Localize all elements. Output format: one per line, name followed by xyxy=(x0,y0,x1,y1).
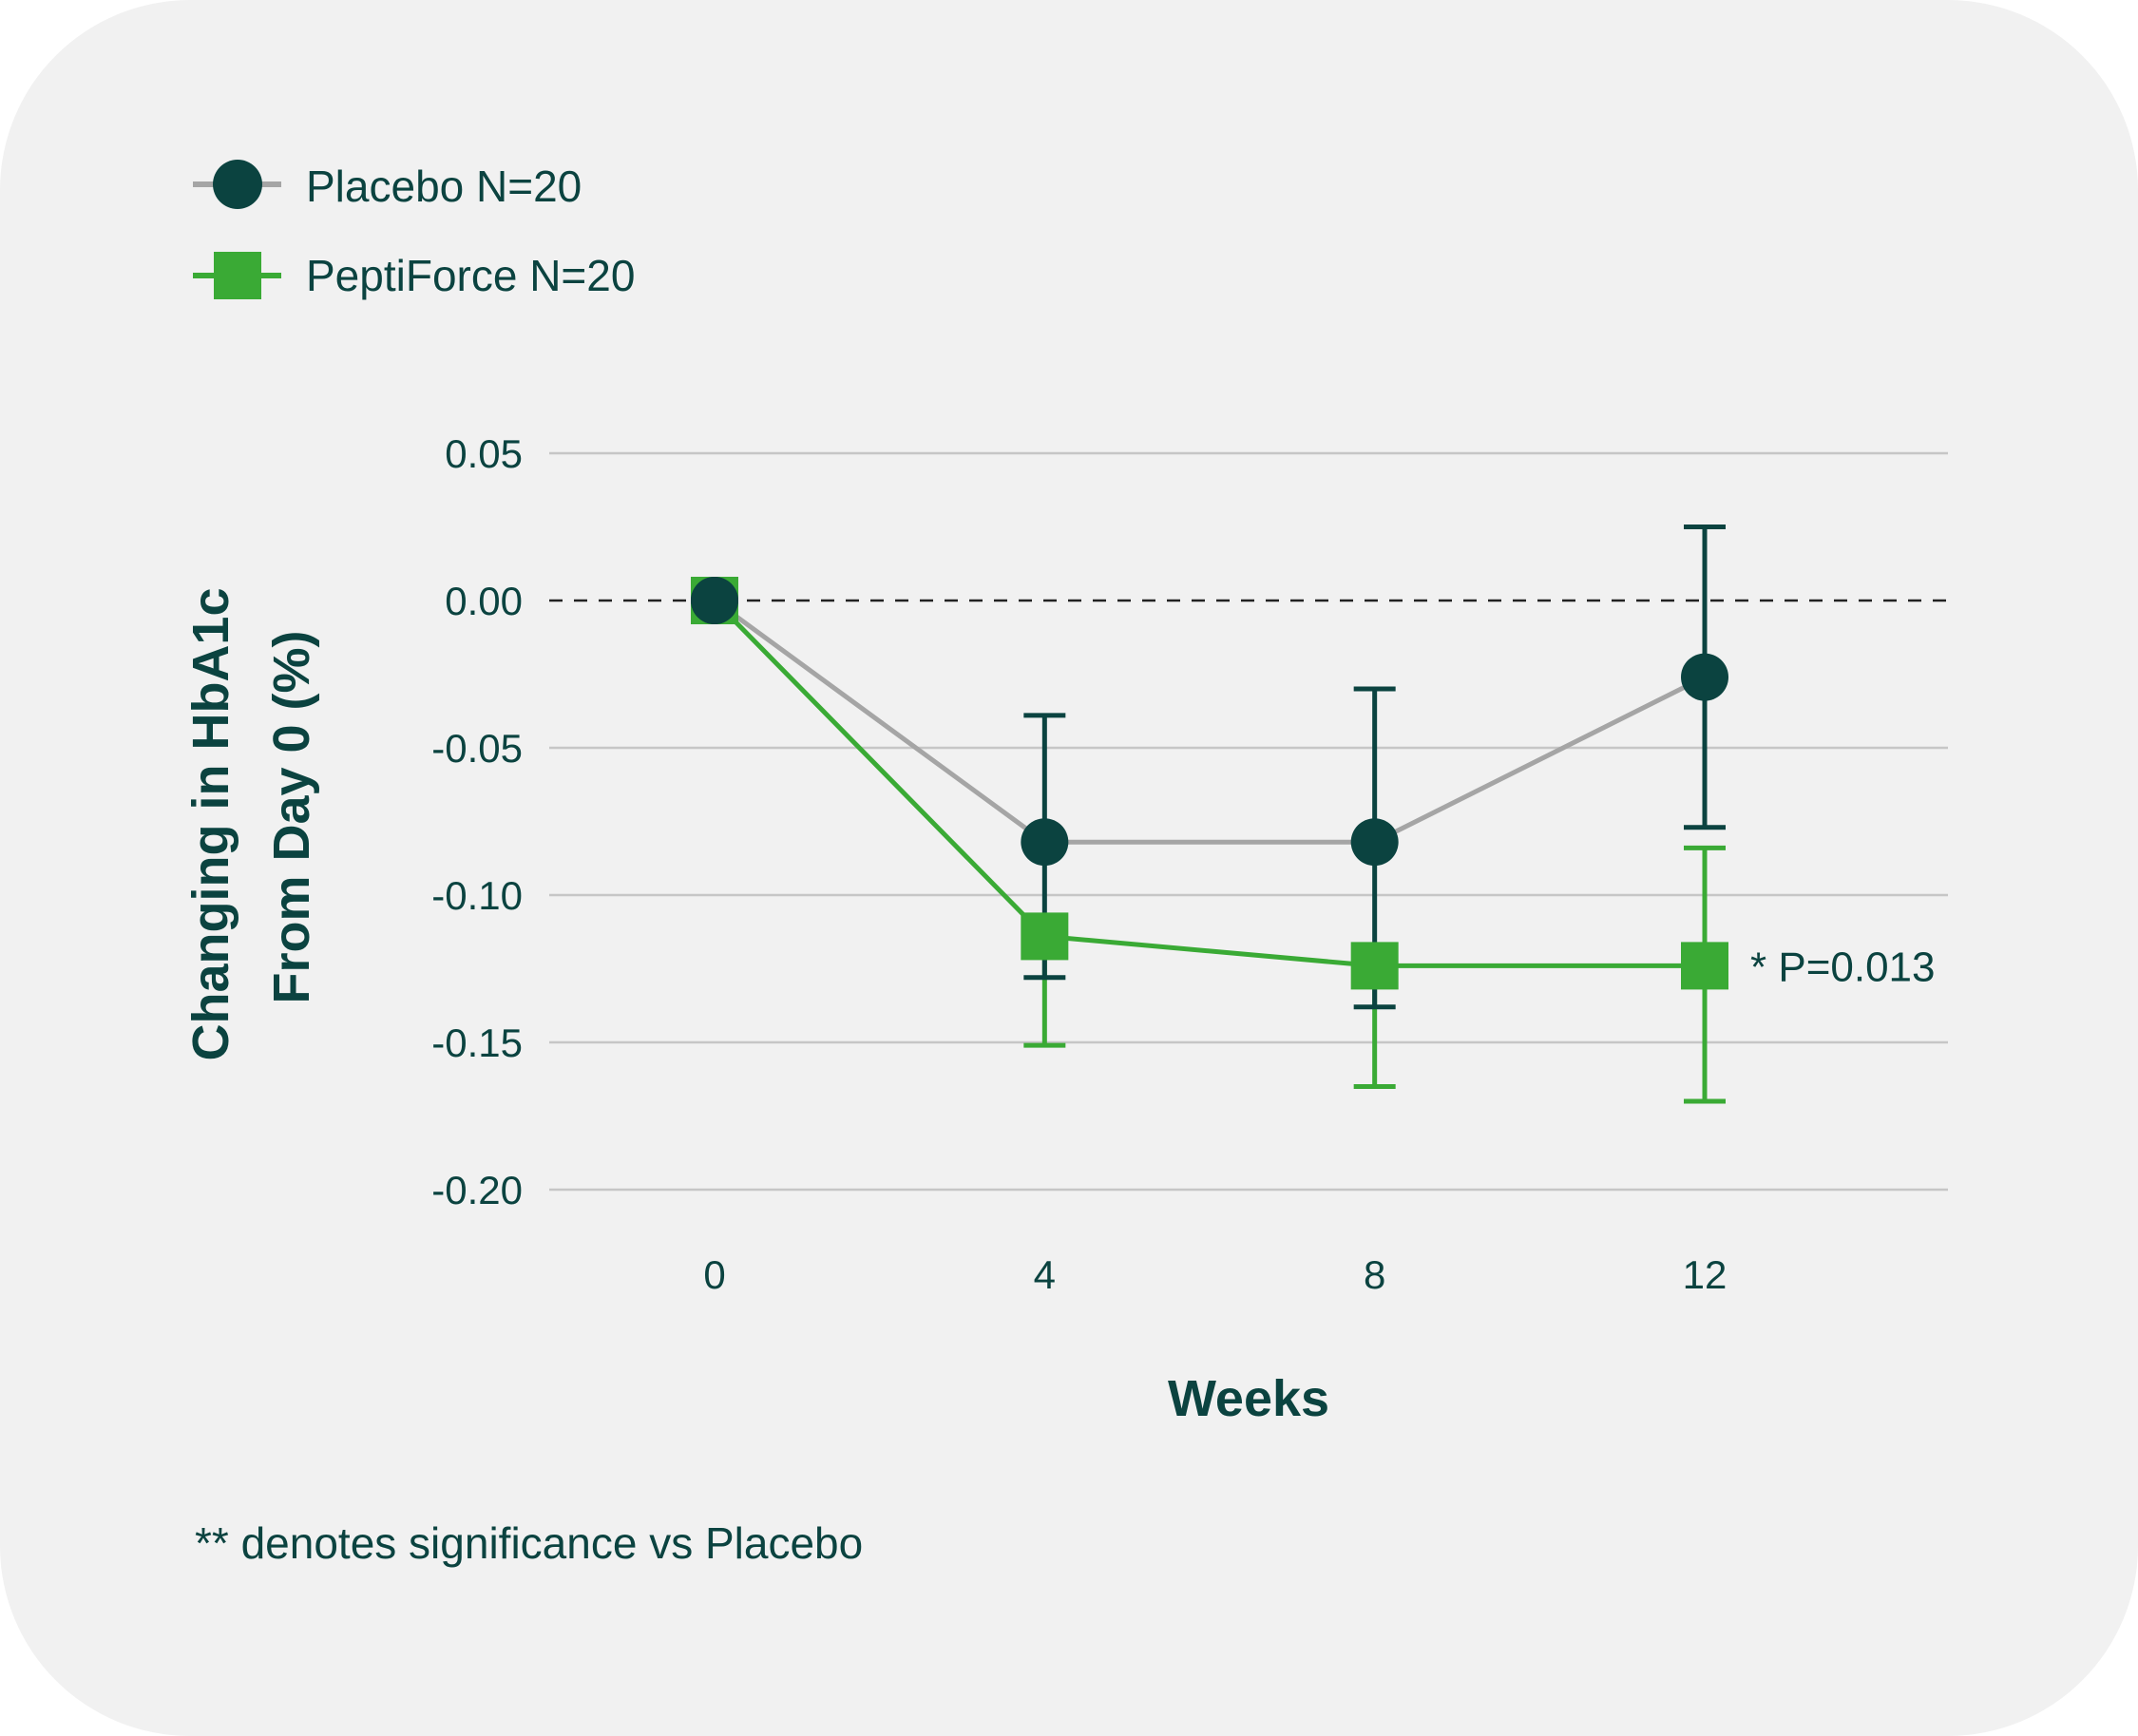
y-tick-label: 0.00 xyxy=(445,579,523,623)
peptiforce-point xyxy=(1350,942,1399,990)
x-tick-label: 0 xyxy=(703,1252,725,1297)
series-lines xyxy=(713,598,1707,968)
y-tick-label: 0.05 xyxy=(445,431,523,476)
y-axis-title-line-1: Changing in HbA1c xyxy=(182,588,239,1061)
grid xyxy=(549,451,1948,1192)
y-tick-label: -0.20 xyxy=(431,1168,523,1212)
legend-placebo-marker xyxy=(213,160,262,209)
peptiforce-point xyxy=(1021,912,1069,961)
y-tick-label: -0.05 xyxy=(431,726,523,771)
peptiforce-series-line xyxy=(713,599,1705,968)
legend-peptiforce-label: PeptiForce N=20 xyxy=(306,251,635,300)
y-tick-label: -0.15 xyxy=(431,1021,523,1065)
placebo-point xyxy=(1681,653,1728,701)
x-tick-label: 8 xyxy=(1364,1252,1385,1297)
y-tick-label: -0.10 xyxy=(431,873,523,918)
y-axis-title-line-2: From Day 0 (%) xyxy=(263,630,320,1003)
placebo-point xyxy=(1350,818,1399,867)
placebo-point xyxy=(691,577,738,624)
y-axis-ticks: 0.05 0.00 -0.05 -0.10 -0.15 -0.20 xyxy=(431,431,523,1212)
x-tick-label: 4 xyxy=(1034,1252,1056,1297)
legend-placebo-label: Placebo N=20 xyxy=(306,162,582,211)
legend-peptiforce-marker xyxy=(214,252,261,299)
footnote: ** denotes significance vs Placebo xyxy=(195,1518,863,1568)
significance-annotation: * P=0.013 xyxy=(1750,944,1936,990)
data-markers xyxy=(691,577,1728,990)
x-axis-ticks: 0 4 8 12 xyxy=(703,1252,1727,1297)
error-bars xyxy=(1023,525,1726,1104)
placebo-series-line xyxy=(713,598,1707,845)
legend: Placebo N=20 PeptiForce N=20 xyxy=(193,160,635,300)
x-axis-title: Weeks xyxy=(1168,1370,1329,1427)
placebo-point xyxy=(1021,818,1069,867)
y-axis-title: Changing in HbA1c From Day 0 (%) xyxy=(182,573,320,1060)
peptiforce-point xyxy=(1681,942,1728,990)
x-tick-label: 12 xyxy=(1683,1252,1728,1297)
